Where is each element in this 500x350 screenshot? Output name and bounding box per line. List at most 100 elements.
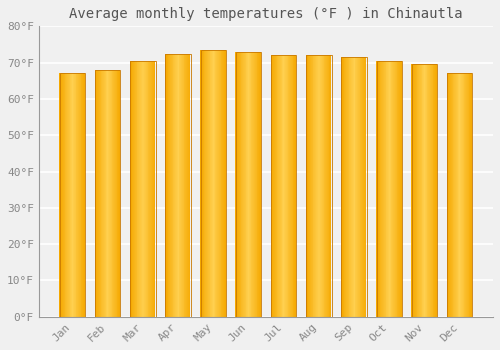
Bar <box>133 61 134 317</box>
Bar <box>422 64 424 317</box>
Bar <box>180 54 181 317</box>
Bar <box>351 57 352 317</box>
Bar <box>176 54 177 317</box>
Bar <box>448 74 449 317</box>
Bar <box>208 50 210 317</box>
Bar <box>252 52 253 317</box>
Bar <box>358 57 359 317</box>
Bar <box>80 74 82 317</box>
Bar <box>151 61 152 317</box>
Bar <box>282 55 284 317</box>
Bar <box>94 70 96 317</box>
Bar <box>250 52 252 317</box>
Bar <box>360 57 362 317</box>
Bar <box>364 57 366 317</box>
Bar <box>165 54 166 317</box>
Bar <box>316 55 317 317</box>
Bar <box>271 55 296 317</box>
Bar <box>413 64 414 317</box>
Bar <box>144 61 145 317</box>
Bar <box>212 50 213 317</box>
Bar <box>72 74 73 317</box>
Bar <box>130 61 156 317</box>
Bar <box>389 61 390 317</box>
Bar <box>388 61 389 317</box>
Bar <box>119 70 120 317</box>
Bar <box>429 64 430 317</box>
Bar <box>172 54 174 317</box>
Bar <box>341 57 342 317</box>
Bar <box>135 61 136 317</box>
Bar <box>258 52 259 317</box>
Bar <box>290 55 291 317</box>
Bar <box>315 55 316 317</box>
Bar <box>256 52 258 317</box>
Bar <box>61 74 62 317</box>
Bar <box>431 64 432 317</box>
Bar <box>83 74 84 317</box>
Bar <box>112 70 113 317</box>
Bar <box>145 61 146 317</box>
Bar <box>146 61 148 317</box>
Bar <box>379 61 380 317</box>
Bar <box>202 50 203 317</box>
Bar <box>418 64 419 317</box>
Bar <box>330 55 331 317</box>
Bar <box>461 74 462 317</box>
Bar <box>376 61 402 317</box>
Bar <box>324 55 326 317</box>
Bar <box>384 61 386 317</box>
Bar <box>380 61 382 317</box>
Bar <box>113 70 114 317</box>
Bar <box>177 54 178 317</box>
Bar <box>62 74 63 317</box>
Bar <box>68 74 70 317</box>
Bar <box>390 61 392 317</box>
Bar <box>342 57 344 317</box>
Bar <box>326 55 327 317</box>
Bar <box>276 55 278 317</box>
Bar <box>213 50 214 317</box>
Bar <box>140 61 141 317</box>
Bar <box>186 54 187 317</box>
Bar <box>148 61 150 317</box>
Bar <box>399 61 400 317</box>
Bar <box>104 70 105 317</box>
Bar <box>142 61 144 317</box>
Bar <box>79 74 80 317</box>
Bar <box>447 74 472 317</box>
Bar <box>255 52 256 317</box>
Bar <box>363 57 364 317</box>
Bar <box>240 52 242 317</box>
Bar <box>95 70 120 317</box>
Bar <box>342 57 367 317</box>
Bar <box>97 70 98 317</box>
Bar <box>181 54 182 317</box>
Bar <box>344 57 346 317</box>
Bar <box>311 55 312 317</box>
Bar <box>451 74 452 317</box>
Bar <box>392 61 393 317</box>
Bar <box>359 57 360 317</box>
Bar <box>416 64 418 317</box>
Bar <box>354 57 356 317</box>
Bar <box>236 52 261 317</box>
Bar <box>115 70 116 317</box>
Bar <box>286 55 288 317</box>
Bar <box>308 55 309 317</box>
Bar <box>139 61 140 317</box>
Bar <box>188 54 190 317</box>
Bar <box>260 52 261 317</box>
Bar <box>224 50 226 317</box>
Bar <box>244 52 246 317</box>
Bar <box>106 70 108 317</box>
Bar <box>420 64 422 317</box>
Bar <box>219 50 220 317</box>
Bar <box>166 54 168 317</box>
Bar <box>204 50 206 317</box>
Bar <box>207 50 208 317</box>
Bar <box>434 64 435 317</box>
Bar <box>253 52 254 317</box>
Bar <box>60 74 61 317</box>
Bar <box>183 54 184 317</box>
